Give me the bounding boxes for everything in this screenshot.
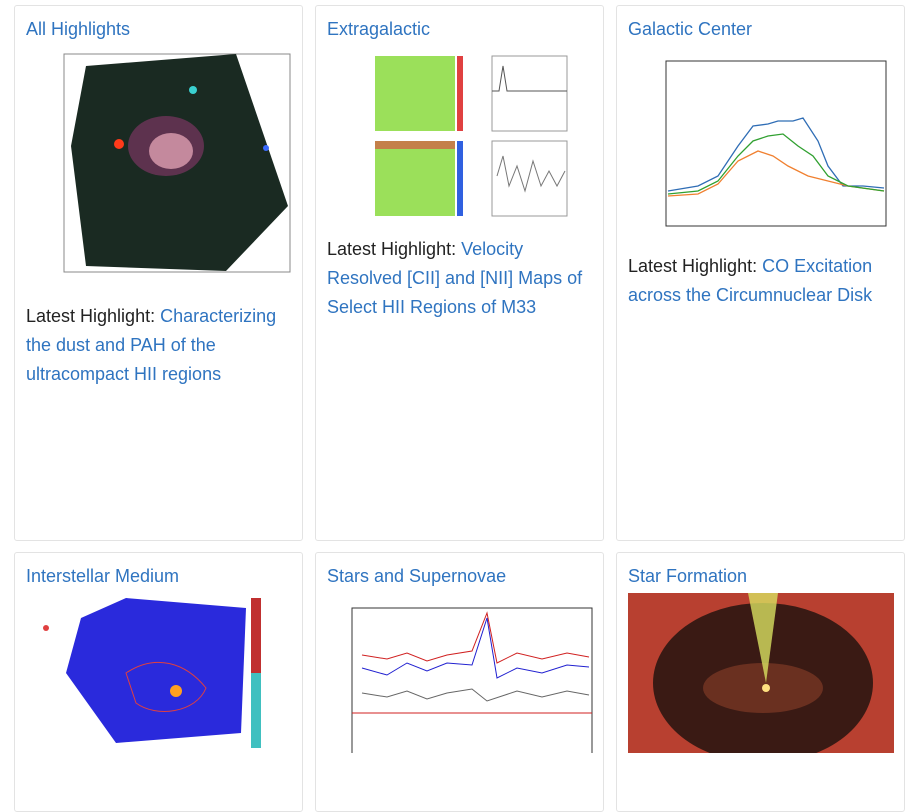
highlight-link[interactable]: Velocity Resolved [CII] and [NII] Maps o… bbox=[327, 239, 583, 317]
card: Extragalactic Latest Highlight: Velocity… bbox=[315, 5, 604, 541]
highlight-prefix: Latest Highlight: bbox=[26, 306, 156, 326]
highlight-prefix: Latest Highlight: bbox=[628, 256, 758, 276]
highlight-text: Latest Highlight: CO Excitation across t… bbox=[628, 252, 893, 310]
highlight-image bbox=[26, 46, 292, 296]
highlight-image bbox=[327, 46, 593, 229]
highlight-image bbox=[628, 46, 894, 246]
card-title[interactable]: Galactic Center bbox=[628, 19, 753, 39]
card-title[interactable]: Interstellar Medium bbox=[26, 566, 180, 586]
card: Galactic Center Latest Highlight: CO Exc… bbox=[616, 5, 905, 541]
card: Stars and Supernovae bbox=[315, 552, 604, 812]
highlight-image bbox=[26, 593, 292, 753]
highlight-prefix: Latest Highlight: bbox=[327, 239, 457, 259]
card-title[interactable]: Stars and Supernovae bbox=[327, 566, 507, 586]
card-title[interactable]: Star Formation bbox=[628, 566, 748, 586]
highlight-text: Latest Highlight: Characterizing the dus… bbox=[26, 302, 291, 389]
page: All Highlights Latest Highlight: Charact… bbox=[14, 5, 905, 812]
card: Interstellar Medium bbox=[14, 552, 303, 812]
card-title[interactable]: Extragalactic bbox=[327, 19, 431, 39]
highlight-image bbox=[628, 593, 894, 753]
card: Star Formation bbox=[616, 552, 905, 812]
highlight-link[interactable]: Characterizing the dust and PAH of the u… bbox=[26, 306, 277, 384]
highlight-link[interactable]: CO Excitation across the Circumnuclear D… bbox=[628, 256, 873, 305]
card-title[interactable]: All Highlights bbox=[26, 19, 131, 39]
card: All Highlights Latest Highlight: Charact… bbox=[14, 5, 303, 541]
highlight-text: Latest Highlight: Velocity Resolved [CII… bbox=[327, 235, 592, 322]
highlight-image bbox=[327, 593, 593, 753]
